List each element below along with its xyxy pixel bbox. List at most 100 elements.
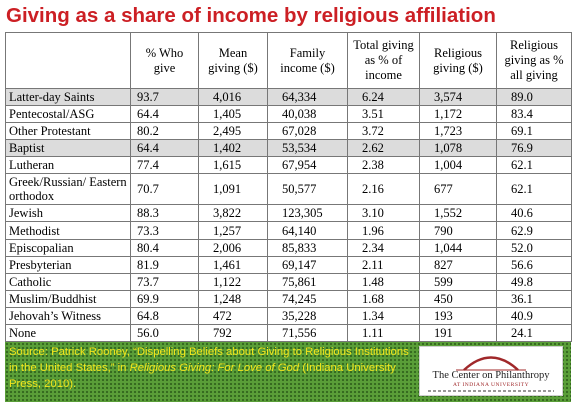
table-cell: 64.4 — [130, 139, 199, 158]
table-cell: 2.62 — [347, 139, 420, 158]
row-label: Jewish — [5, 204, 131, 223]
table-row: None 56.0 792 71,556 1.11 191 24.1 — [5, 323, 572, 343]
table-cell: 69.9 — [130, 289, 199, 308]
source-citation: Source: Patrick Rooney, “Dispelling Beli… — [9, 344, 413, 392]
table-cell: 36.1 — [496, 289, 572, 308]
table-cell: 62.1 — [496, 156, 572, 175]
table-cell: 1,044 — [419, 238, 497, 257]
logo-fine-print — [428, 390, 554, 392]
row-label: Episcopalian — [5, 238, 131, 257]
table-cell: 1,552 — [419, 204, 497, 223]
table-cell: 64.4 — [130, 105, 199, 124]
table-cell: 1.11 — [347, 323, 420, 343]
table-cell: 81.9 — [130, 255, 199, 274]
table-cell: 2,006 — [198, 238, 268, 257]
table-row: Episcopalian 80.4 2,006 85,833 2.34 1,04… — [5, 238, 572, 257]
arc-icon — [456, 356, 526, 371]
table-cell: 88.3 — [130, 204, 199, 223]
table-row: Greek/Russian/ Eastern orthodox 70.7 1,0… — [5, 173, 572, 206]
table-row: Jewish 88.3 3,822 123,305 3.10 1,552 40.… — [5, 204, 572, 223]
table-cell: 1,723 — [419, 122, 497, 141]
table-cell: 2.11 — [347, 255, 420, 274]
table-cell: 93.7 — [130, 87, 199, 107]
table-cell: 56.0 — [130, 323, 199, 343]
table-cell: 827 — [419, 255, 497, 274]
table-row: Pentecostal/ASG 64.4 1,405 40,038 3.51 1… — [5, 105, 572, 124]
row-label: Pentecostal/ASG — [5, 105, 131, 124]
table-row: Methodist 73.3 1,257 64,140 1.96 790 62.… — [5, 221, 572, 240]
table-cell: 450 — [419, 289, 497, 308]
logo-subtitle: AT INDIANA UNIVERSITY — [452, 382, 530, 388]
table-cell: 50,577 — [267, 173, 348, 206]
center-on-philanthropy-logo: The Center on Philanthropy AT INDIANA UN… — [419, 346, 563, 396]
table-header-row: % Who give Mean giving ($) Family income… — [5, 32, 572, 89]
table-cell: 76.9 — [496, 139, 572, 158]
row-label: Catholic — [5, 272, 131, 291]
table-cell: 1,172 — [419, 105, 497, 124]
table-cell: 1,091 — [198, 173, 268, 206]
table-cell: 64,140 — [267, 221, 348, 240]
table-cell: 62.9 — [496, 221, 572, 240]
row-label: Presbyterian — [5, 255, 131, 274]
source-text: Source: Patrick Rooney, “Dispelling Beli… — [9, 346, 409, 374]
table-cell: 1,248 — [198, 289, 268, 308]
table-cell: 1,461 — [198, 255, 268, 274]
column-header: Mean giving ($) — [198, 32, 268, 89]
row-label: Other Protestant — [5, 122, 131, 141]
table-cell: 89.0 — [496, 87, 572, 107]
column-header: Religious giving as % all giving — [496, 32, 572, 89]
table-cell: 64.8 — [130, 306, 199, 325]
table-cell: 3,822 — [198, 204, 268, 223]
source-footer: Source: Patrick Rooney, “Dispelling Beli… — [5, 342, 571, 402]
table-cell: 69,147 — [267, 255, 348, 274]
table-cell: 193 — [419, 306, 497, 325]
table-row: Other Protestant 80.2 2,495 67,028 3.72 … — [5, 122, 572, 141]
table-cell: 599 — [419, 272, 497, 291]
table-cell: 74,245 — [267, 289, 348, 308]
table-cell: 1.68 — [347, 289, 420, 308]
table-cell: 53,534 — [267, 139, 348, 158]
table-cell: 49.8 — [496, 272, 572, 291]
table-cell: 52.0 — [496, 238, 572, 257]
table-cell: 40,038 — [267, 105, 348, 124]
table-cell: 56.6 — [496, 255, 572, 274]
column-header: % Who give — [130, 32, 199, 89]
table-row: Latter-day Saints 93.7 4,016 64,334 6.24… — [5, 87, 572, 107]
row-label: Jehovah’s Witness — [5, 306, 131, 325]
giving-table: % Who give Mean giving ($) Family income… — [5, 32, 572, 343]
logo-title: The Center on Philanthropy — [432, 370, 550, 381]
table-cell: 1,402 — [198, 139, 268, 158]
table-row: Lutheran 77.4 1,615 67,954 2.38 1,004 62… — [5, 156, 572, 175]
column-header — [5, 32, 131, 89]
table-cell: 75,861 — [267, 272, 348, 291]
table-cell: 123,305 — [267, 204, 348, 223]
page-title: Giving as a share of income by religious… — [6, 4, 496, 27]
table-cell: 2.38 — [347, 156, 420, 175]
table-cell: 24.1 — [496, 323, 572, 343]
table-cell: 472 — [198, 306, 268, 325]
table-cell: 1,405 — [198, 105, 268, 124]
table-cell: 6.24 — [347, 87, 420, 107]
source-publisher: (Indiana University Press, 2010). — [9, 362, 396, 390]
column-header: Total giving as % of income — [347, 32, 420, 89]
table-cell: 80.4 — [130, 238, 199, 257]
table-cell: 80.2 — [130, 122, 199, 141]
table-cell: 67,954 — [267, 156, 348, 175]
table-cell: 191 — [419, 323, 497, 343]
table-cell: 73.3 — [130, 221, 199, 240]
source-book-title: Religious Giving: For Love of God — [129, 362, 300, 374]
row-label: Latter-day Saints — [5, 87, 131, 107]
table-row: Jehovah’s Witness 64.8 472 35,228 1.34 1… — [5, 306, 572, 325]
table-cell: 77.4 — [130, 156, 199, 175]
table-cell: 677 — [419, 173, 497, 206]
column-header: Family income ($) — [267, 32, 348, 89]
table-cell: 64,334 — [267, 87, 348, 107]
table-cell: 69.1 — [496, 122, 572, 141]
table-cell: 40.9 — [496, 306, 572, 325]
row-label: None — [5, 323, 131, 343]
row-label: Greek/Russian/ Eastern orthodox — [5, 173, 131, 206]
table-cell: 35,228 — [267, 306, 348, 325]
table-cell: 792 — [198, 323, 268, 343]
table-cell: 2.34 — [347, 238, 420, 257]
table-cell: 1.48 — [347, 272, 420, 291]
